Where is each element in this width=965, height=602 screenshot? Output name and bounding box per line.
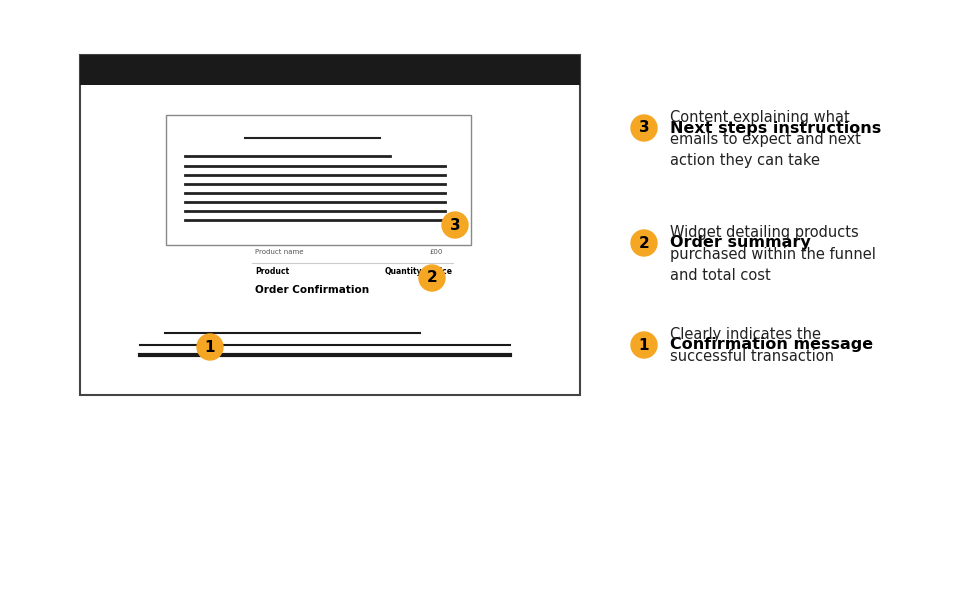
Text: Price: Price — [430, 267, 452, 276]
Text: 1: 1 — [205, 340, 215, 355]
Text: Total: Total — [255, 229, 274, 235]
Text: 3: 3 — [450, 217, 460, 232]
Circle shape — [631, 332, 657, 358]
Circle shape — [419, 265, 445, 291]
Text: Product name: Product name — [255, 249, 304, 255]
Text: Confirmation message: Confirmation message — [670, 338, 873, 353]
Text: Product: Product — [255, 267, 290, 276]
Bar — [166, 115, 471, 245]
Bar — [80, 55, 580, 85]
Text: 3: 3 — [639, 120, 649, 135]
Text: Clearly indicates the
successful transaction: Clearly indicates the successful transac… — [670, 327, 834, 364]
Circle shape — [442, 212, 468, 238]
Text: Content explaining what
emails to expect and next
action they can take: Content explaining what emails to expect… — [670, 110, 861, 168]
Bar — [80, 55, 580, 395]
Circle shape — [631, 230, 657, 256]
Text: 1: 1 — [639, 338, 649, 353]
Text: £00: £00 — [430, 229, 443, 235]
Text: 2: 2 — [639, 235, 649, 250]
Text: Next steps instructions: Next steps instructions — [670, 120, 881, 135]
Text: Order summary: Order summary — [670, 235, 811, 250]
Circle shape — [197, 334, 223, 360]
Circle shape — [631, 115, 657, 141]
Text: Quantity: Quantity — [385, 267, 423, 276]
Text: Order Confirmation: Order Confirmation — [255, 285, 370, 295]
Text: Widget detailing products
purchased within the funnel
and total cost: Widget detailing products purchased with… — [670, 225, 876, 283]
Text: £00: £00 — [430, 249, 443, 255]
Text: 2: 2 — [427, 270, 437, 285]
